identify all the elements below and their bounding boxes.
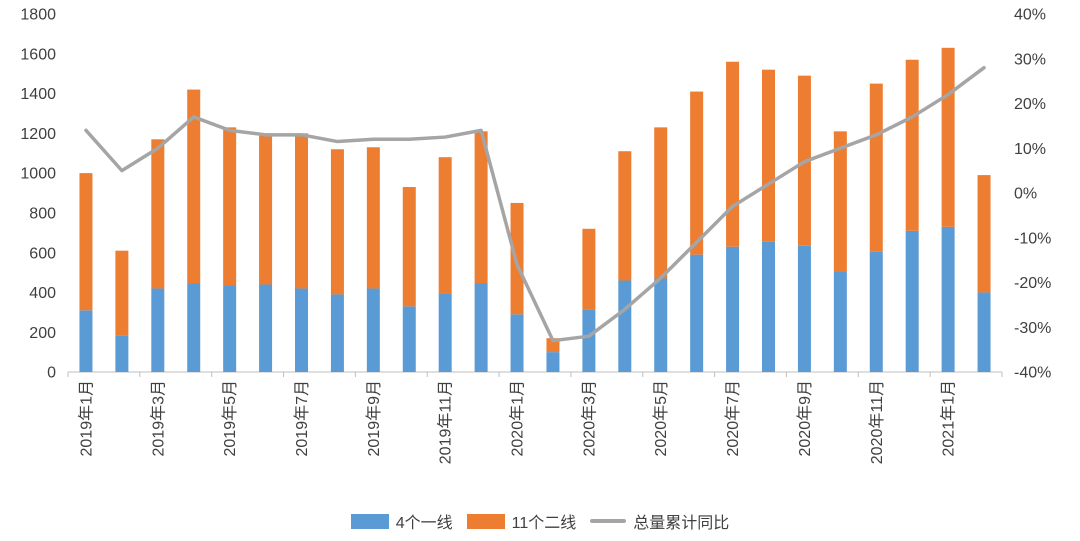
bar-segment (115, 335, 129, 372)
bar-segment (690, 254, 704, 372)
left-axis-tick-label: 1600 (20, 46, 56, 63)
right-axis-tick-label: 20% (1014, 96, 1046, 113)
left-axis-tick-label: 200 (29, 325, 56, 342)
right-axis-tick-label: 10% (1014, 141, 1046, 158)
bar-segment (582, 309, 596, 372)
x-axis-label: 2019年5月 (221, 380, 239, 457)
bar-segment (941, 226, 955, 372)
bar-segment (654, 127, 668, 279)
bar-segment (905, 230, 919, 372)
left-axis-tick-label: 600 (29, 245, 56, 262)
x-axis-label: 2019年3月 (149, 380, 167, 457)
left-axis-tick-label: 1200 (20, 126, 56, 143)
left-axis-tick-label: 0 (47, 365, 56, 382)
x-axis-label: 2020年3月 (580, 380, 598, 457)
left-axis-tick-label: 1000 (20, 166, 56, 183)
legend-line-marker (590, 519, 627, 523)
bar-segment (259, 284, 273, 372)
bar-segment (295, 133, 308, 289)
bar-segment (79, 310, 93, 372)
legend-color-swatch (466, 513, 505, 529)
bar-segment (79, 173, 93, 311)
x-axis-label: 2020年5月 (652, 380, 670, 457)
legend-item: 11个二线 (466, 509, 577, 533)
right-axis-tick-label: 40% (1014, 7, 1046, 24)
bar-segment (402, 306, 416, 372)
legend-label: 11个二线 (511, 515, 577, 532)
bar-segment (510, 314, 524, 372)
bar-segment (330, 294, 344, 372)
bar-segment (726, 246, 740, 372)
left-axis-tick-label: 1400 (20, 86, 56, 103)
bar-segment (977, 175, 991, 293)
bar-segment (833, 271, 847, 372)
bar-segment (762, 241, 775, 372)
bar-segment (115, 250, 129, 336)
legend-label: 总量累计同比 (633, 515, 730, 532)
bar-segment (905, 59, 919, 231)
x-axis-label: 2020年1月 (509, 380, 527, 457)
bar-segment (438, 293, 452, 372)
bar-segment (366, 147, 380, 289)
left-axis-tick-label: 400 (29, 285, 56, 302)
x-axis-label: 2020年11月 (868, 380, 886, 464)
bar-segment (654, 278, 668, 372)
legend-item: 4个一线 (350, 509, 453, 533)
bar-segment (402, 187, 416, 307)
right-axis-tick-label: -40% (1014, 365, 1051, 382)
left-axis-tick-label: 800 (29, 205, 56, 222)
right-axis-tick-label: -10% (1014, 230, 1051, 247)
bar-segment (582, 228, 596, 310)
line-series (84, 65, 986, 343)
legend-label: 4个一线 (395, 515, 453, 532)
x-axis-label: 2019年9月 (365, 380, 383, 457)
bar-segment (618, 151, 632, 281)
legend: 4个一线 11个二线 总量累计同比 (0, 509, 1080, 533)
bar-segment (187, 89, 201, 284)
bar-segment (833, 131, 847, 272)
bar-segment (869, 251, 883, 372)
right-axis-tick-label: -20% (1014, 275, 1051, 292)
bar-segment (797, 245, 811, 372)
bar-segment (546, 352, 560, 372)
bar-segment (977, 292, 991, 372)
bar-segment (330, 149, 344, 295)
bar-segment (474, 131, 488, 284)
bar-segment (474, 283, 488, 372)
bar-segment (869, 83, 883, 252)
bar-segment (618, 280, 632, 372)
x-axis-label: 2020年7月 (724, 380, 742, 457)
right-axis-tick-label: 0% (1014, 186, 1037, 203)
x-axis-label: 2019年11月 (437, 380, 455, 464)
bar-segment (762, 69, 775, 242)
bar-segment (151, 288, 165, 372)
x-axis-label: 2021年1月 (940, 380, 958, 457)
bar-segment (295, 288, 308, 372)
bar-segment (151, 139, 165, 289)
left-axis-tick-label: 1800 (20, 7, 56, 24)
x-axis-label: 2019年1月 (77, 380, 95, 457)
bar-segment (726, 61, 740, 247)
bar-segment (223, 127, 237, 286)
x-axis-label: 2019年7月 (293, 380, 311, 457)
bar-segment (223, 285, 237, 372)
right-axis-tick-label: -30% (1014, 320, 1051, 337)
bar-segment (259, 133, 273, 285)
legend-item: 总量累计同比 (590, 509, 729, 533)
bar-segment (941, 47, 955, 227)
right-axis-tick-label: 30% (1014, 51, 1046, 68)
legend-color-swatch (350, 513, 389, 529)
x-axis-label: 2020年9月 (796, 380, 814, 457)
bar-segment (690, 91, 704, 255)
bar-segment (438, 157, 452, 294)
bar-segment (187, 283, 201, 372)
bar-segment (366, 288, 380, 372)
